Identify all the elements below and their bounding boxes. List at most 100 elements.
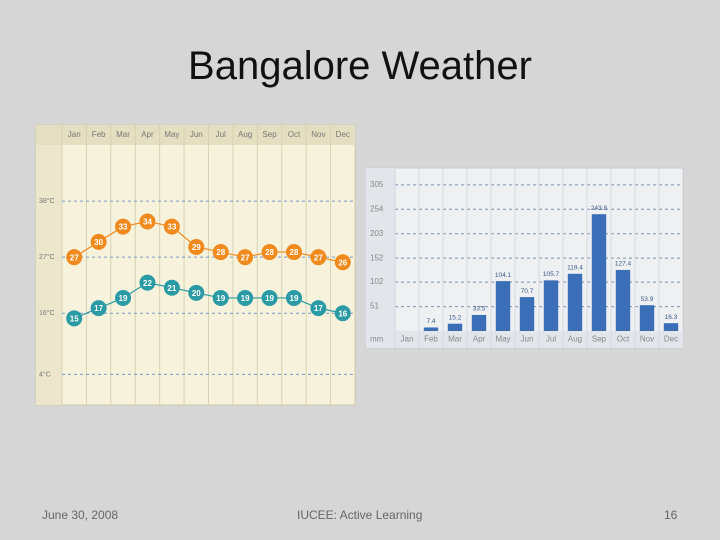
point (188, 238, 205, 255)
page-number: 16 (664, 508, 678, 522)
point (285, 244, 302, 261)
point-label: 19 (290, 294, 299, 303)
point-label: 27 (70, 253, 79, 262)
point-label: 28 (290, 248, 299, 257)
x-tick-label: Dec (336, 130, 350, 139)
x-tick-label: Jun (190, 130, 203, 139)
footer-bg (366, 331, 683, 348)
point (66, 310, 83, 327)
point (163, 279, 180, 296)
point (261, 244, 278, 261)
point-label: 19 (119, 294, 128, 303)
y-tick-label: 27°C (39, 253, 55, 261)
point (139, 213, 156, 230)
point-label: 27 (241, 253, 250, 262)
point-label: 33 (119, 223, 128, 232)
value-label: 119.4 (567, 265, 583, 272)
value-label: 16.3 (665, 314, 678, 321)
bar (495, 281, 511, 331)
x-tick-label: Oct (617, 335, 630, 344)
value-label: 70.7 (521, 288, 534, 295)
point-label: 21 (167, 284, 176, 293)
point-label: 17 (314, 304, 323, 313)
chart-bg (35, 124, 356, 406)
point-label: 28 (216, 248, 225, 257)
bar (543, 280, 559, 331)
value-label: 127.4 (615, 261, 632, 268)
y-tick-label: 51 (370, 302, 379, 311)
x-tick-label: Apr (473, 335, 486, 344)
x-tick-label: Mar (116, 130, 130, 139)
point (115, 218, 132, 235)
point-label: 26 (338, 258, 347, 267)
x-tick-label: Feb (92, 130, 106, 139)
point (66, 249, 83, 266)
point (139, 274, 156, 291)
bar (423, 327, 439, 331)
x-tick-label: Jun (521, 335, 534, 344)
y-axis-label: mm (370, 335, 384, 344)
value-label: 7.4 (426, 318, 435, 325)
footer-text: IUCEE: Active Learning (297, 508, 423, 522)
axis-bg (36, 145, 62, 405)
x-tick-label: Nov (311, 130, 325, 139)
x-tick-label: Nov (640, 335, 654, 344)
x-tick-label: Sep (592, 335, 607, 344)
point (188, 284, 205, 301)
y-tick-label: 305 (370, 180, 384, 189)
x-tick-label: Jul (546, 335, 556, 344)
bar (447, 323, 463, 331)
bar (471, 314, 487, 331)
point (212, 244, 229, 261)
x-tick-label: Oct (288, 130, 301, 139)
bar (591, 214, 607, 331)
point-label: 19 (241, 294, 250, 303)
axis-bg (366, 168, 395, 348)
point (334, 305, 351, 322)
slide-title: Bangalore Weather (188, 44, 532, 88)
x-tick-label: May (495, 335, 510, 344)
value-label: 105.7 (543, 271, 560, 278)
x-tick-label: Aug (238, 130, 252, 139)
point (163, 218, 180, 235)
point (237, 249, 254, 266)
point (310, 300, 327, 317)
point-label: 27 (314, 253, 323, 262)
value-label: 15.2 (449, 314, 462, 321)
value-label: 243.8 (591, 205, 608, 212)
header-bg (36, 125, 355, 145)
bar (615, 269, 631, 331)
x-tick-label: Apr (141, 130, 154, 139)
y-tick-label: 254 (370, 204, 384, 213)
point-label: 15 (70, 314, 79, 323)
point-label: 22 (143, 279, 152, 288)
x-tick-label: Jan (68, 130, 81, 139)
bar (663, 323, 679, 331)
bar (567, 273, 583, 331)
y-tick-label: 152 (370, 253, 384, 262)
point-label: 28 (265, 248, 274, 257)
y-tick-label: 102 (370, 277, 384, 286)
y-tick-label: 38°C (39, 197, 55, 205)
y-tick-label: 16°C (39, 309, 55, 317)
point (115, 289, 132, 306)
point (212, 289, 229, 306)
value-label: 104.1 (495, 272, 512, 279)
point-label: 33 (167, 223, 176, 232)
x-tick-label: Dec (664, 335, 678, 344)
point (285, 289, 302, 306)
x-tick-label: May (164, 130, 179, 139)
point (90, 300, 107, 317)
bar (519, 297, 535, 331)
point-label: 17 (94, 304, 103, 313)
x-tick-label: Feb (424, 335, 438, 344)
y-tick-label: 4°C (39, 370, 51, 378)
bar (639, 305, 655, 331)
point (90, 233, 107, 250)
point-label: 30 (94, 238, 103, 247)
x-tick-label: Mar (448, 335, 462, 344)
point-label: 20 (192, 289, 201, 298)
x-tick-label: Jul (216, 130, 226, 139)
